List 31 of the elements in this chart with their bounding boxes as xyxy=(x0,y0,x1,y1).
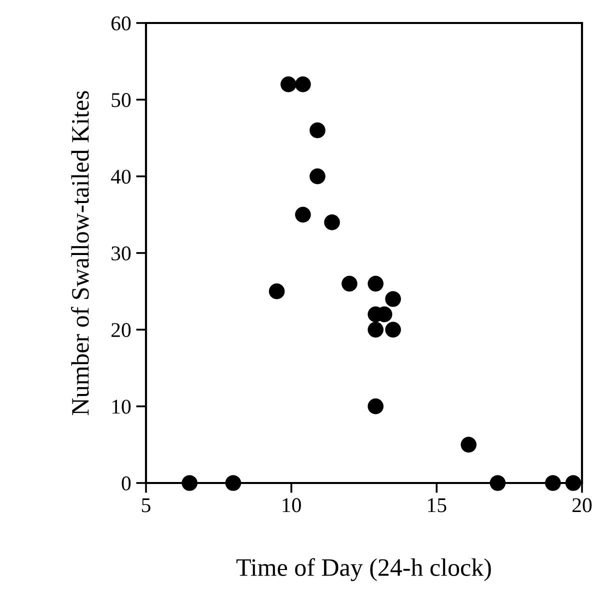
point xyxy=(368,322,384,338)
point xyxy=(368,398,384,414)
point xyxy=(460,436,477,453)
x-tick-label: 20 xyxy=(572,498,592,512)
point xyxy=(280,76,296,92)
y-tick-label: 60 xyxy=(111,16,131,30)
x-axis-title: Time of Day (24-h clock) xyxy=(236,558,491,582)
y-tick-label: 50 xyxy=(112,93,131,108)
point xyxy=(182,475,198,491)
point xyxy=(225,475,242,491)
point xyxy=(342,276,358,292)
point xyxy=(368,276,384,292)
point xyxy=(268,283,285,300)
y-tick-label: 10 xyxy=(112,400,131,414)
x-tick-label: 10 xyxy=(282,498,301,512)
y-tick-label: 0 xyxy=(122,476,131,490)
y-tick-label: 30 xyxy=(112,246,131,260)
y-tick-label: 20 xyxy=(112,323,131,338)
point xyxy=(295,76,311,92)
point xyxy=(490,475,506,491)
y-tick-label: 40 xyxy=(110,170,131,184)
point xyxy=(310,122,326,138)
y-axis-title: Number of Swallow-tailed Kites xyxy=(70,91,89,416)
point xyxy=(385,291,401,307)
point xyxy=(310,168,326,184)
x-tick-label: 15 xyxy=(428,498,446,512)
x-tick-label: 5 xyxy=(142,498,150,512)
point xyxy=(324,214,340,230)
point xyxy=(385,322,401,338)
point xyxy=(545,475,561,491)
point xyxy=(295,206,311,223)
